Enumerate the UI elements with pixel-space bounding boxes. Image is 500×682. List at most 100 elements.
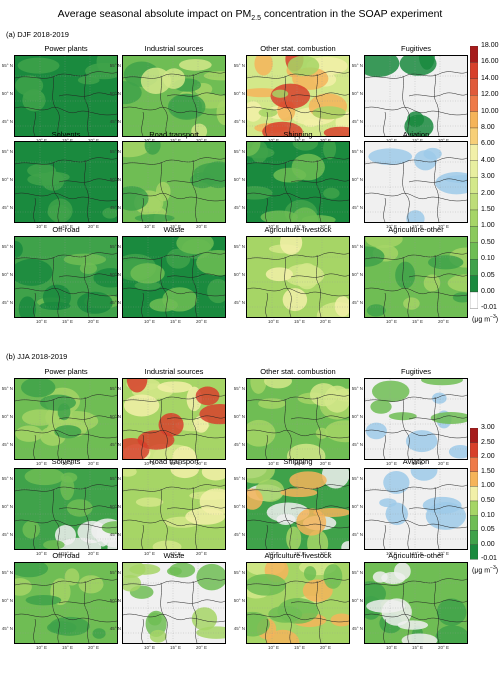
concentration-patch — [134, 281, 161, 290]
latitude-label: 50° N — [1, 272, 13, 277]
concentration-patch — [401, 633, 438, 643]
country-border — [123, 578, 225, 586]
country-border — [290, 599, 349, 604]
latitude-label: 45° N — [233, 205, 245, 210]
longitude-label: 20° E — [196, 461, 208, 466]
longitude-label: 10° E — [386, 551, 398, 556]
country-border — [123, 192, 225, 202]
longitude-label: 20° E — [88, 224, 100, 229]
country-border — [33, 292, 36, 317]
concentration-patch — [79, 262, 98, 274]
country-border — [123, 484, 225, 492]
longitude-label: 15° E — [62, 551, 74, 556]
colorbar-swatch — [470, 111, 478, 129]
country-border — [166, 178, 225, 183]
longitude-label: 10° E — [386, 224, 398, 229]
unit-exponent: −3 — [490, 565, 496, 572]
concentration-patch — [247, 488, 263, 510]
latitude-label: 50° N — [351, 414, 363, 419]
latitude-label: 50° N — [351, 91, 363, 96]
map-shipping — [246, 468, 350, 550]
concentration-patch — [22, 409, 58, 426]
colorbar-tick-label: -0.01 — [481, 304, 497, 312]
map-field — [247, 563, 349, 643]
colorbar-swatch — [470, 127, 478, 145]
colorbar-swatch — [470, 242, 478, 260]
country-border — [408, 178, 467, 183]
country-border — [15, 287, 117, 297]
country-border — [247, 106, 349, 116]
concentration-patch — [272, 89, 289, 98]
country-border — [290, 92, 349, 97]
concentration-patch — [201, 469, 225, 481]
concentration-patch — [324, 385, 349, 413]
country-border — [123, 157, 225, 165]
country-border — [408, 92, 467, 97]
concentration-patch — [24, 469, 65, 486]
map-solvents — [14, 468, 118, 550]
colorbar-swatch — [470, 259, 478, 276]
longitude-label: 15° E — [170, 319, 182, 324]
latitude-label: 45° N — [233, 300, 245, 305]
concentration-patch — [287, 56, 320, 77]
longitude-label: 10° E — [144, 551, 156, 556]
concentration-patch — [315, 427, 328, 439]
concentration-patch — [292, 142, 319, 151]
colorbar-tick-label: 10.00 — [481, 107, 499, 115]
colorbar-swatch — [470, 78, 478, 96]
country-border — [284, 161, 292, 222]
longitude-label: 20° E — [438, 461, 450, 466]
latitude-label: 55° N — [351, 149, 363, 154]
colorbar-tick-label: 0.05 — [481, 526, 495, 534]
concentration-patch — [167, 566, 182, 576]
concentration-patch — [406, 210, 425, 222]
concentration-patch — [152, 540, 182, 549]
country-border — [408, 415, 467, 420]
concentration-patch — [286, 443, 326, 459]
country-border — [284, 256, 292, 317]
country-border — [365, 613, 467, 623]
latitude-label: 55° N — [1, 570, 13, 575]
country-border — [383, 618, 386, 643]
concentration-patch — [262, 121, 303, 136]
country-border — [247, 157, 349, 165]
latitude-label: 55° N — [109, 386, 121, 391]
longitude-label: 15° E — [412, 645, 424, 650]
country-border — [383, 524, 386, 549]
longitude-label: 15° E — [294, 224, 306, 229]
latitude-label: 45° N — [233, 532, 245, 537]
country-border — [160, 488, 168, 549]
concentration-patch — [258, 108, 278, 118]
longitude-label: 15° E — [412, 319, 424, 324]
country-border — [247, 519, 349, 529]
longitude-label: 15° E — [170, 224, 182, 229]
longitude-label: 20° E — [320, 461, 332, 466]
colorbar-swatch — [470, 46, 478, 63]
country-border — [284, 488, 292, 549]
concentration-patch — [430, 411, 467, 424]
concentration-patch — [149, 298, 178, 312]
map-field — [15, 379, 117, 459]
country-border — [247, 287, 349, 297]
country-border — [58, 273, 117, 278]
longitude-label: 10° E — [36, 319, 48, 324]
longitude-label: 15° E — [294, 551, 306, 556]
country-border — [247, 252, 349, 260]
country-border — [365, 578, 467, 586]
section-label: (a) DJF 2018-2019 — [6, 30, 69, 39]
country-border — [365, 252, 467, 260]
unit-prefix: (μg m — [472, 567, 491, 575]
country-border — [365, 71, 467, 79]
country-border — [160, 161, 168, 222]
latitude-label: 55° N — [1, 63, 13, 68]
concentration-patch — [166, 248, 191, 269]
map-field — [247, 142, 349, 222]
longitude-label: 15° E — [412, 138, 424, 143]
latitude-label: 45° N — [109, 442, 121, 447]
concentration-patch — [371, 380, 410, 403]
concentration-patch — [203, 71, 225, 81]
country-border — [408, 505, 467, 510]
country-border — [265, 434, 268, 459]
country-border — [383, 197, 386, 222]
panel-title: Shipping — [283, 130, 313, 139]
